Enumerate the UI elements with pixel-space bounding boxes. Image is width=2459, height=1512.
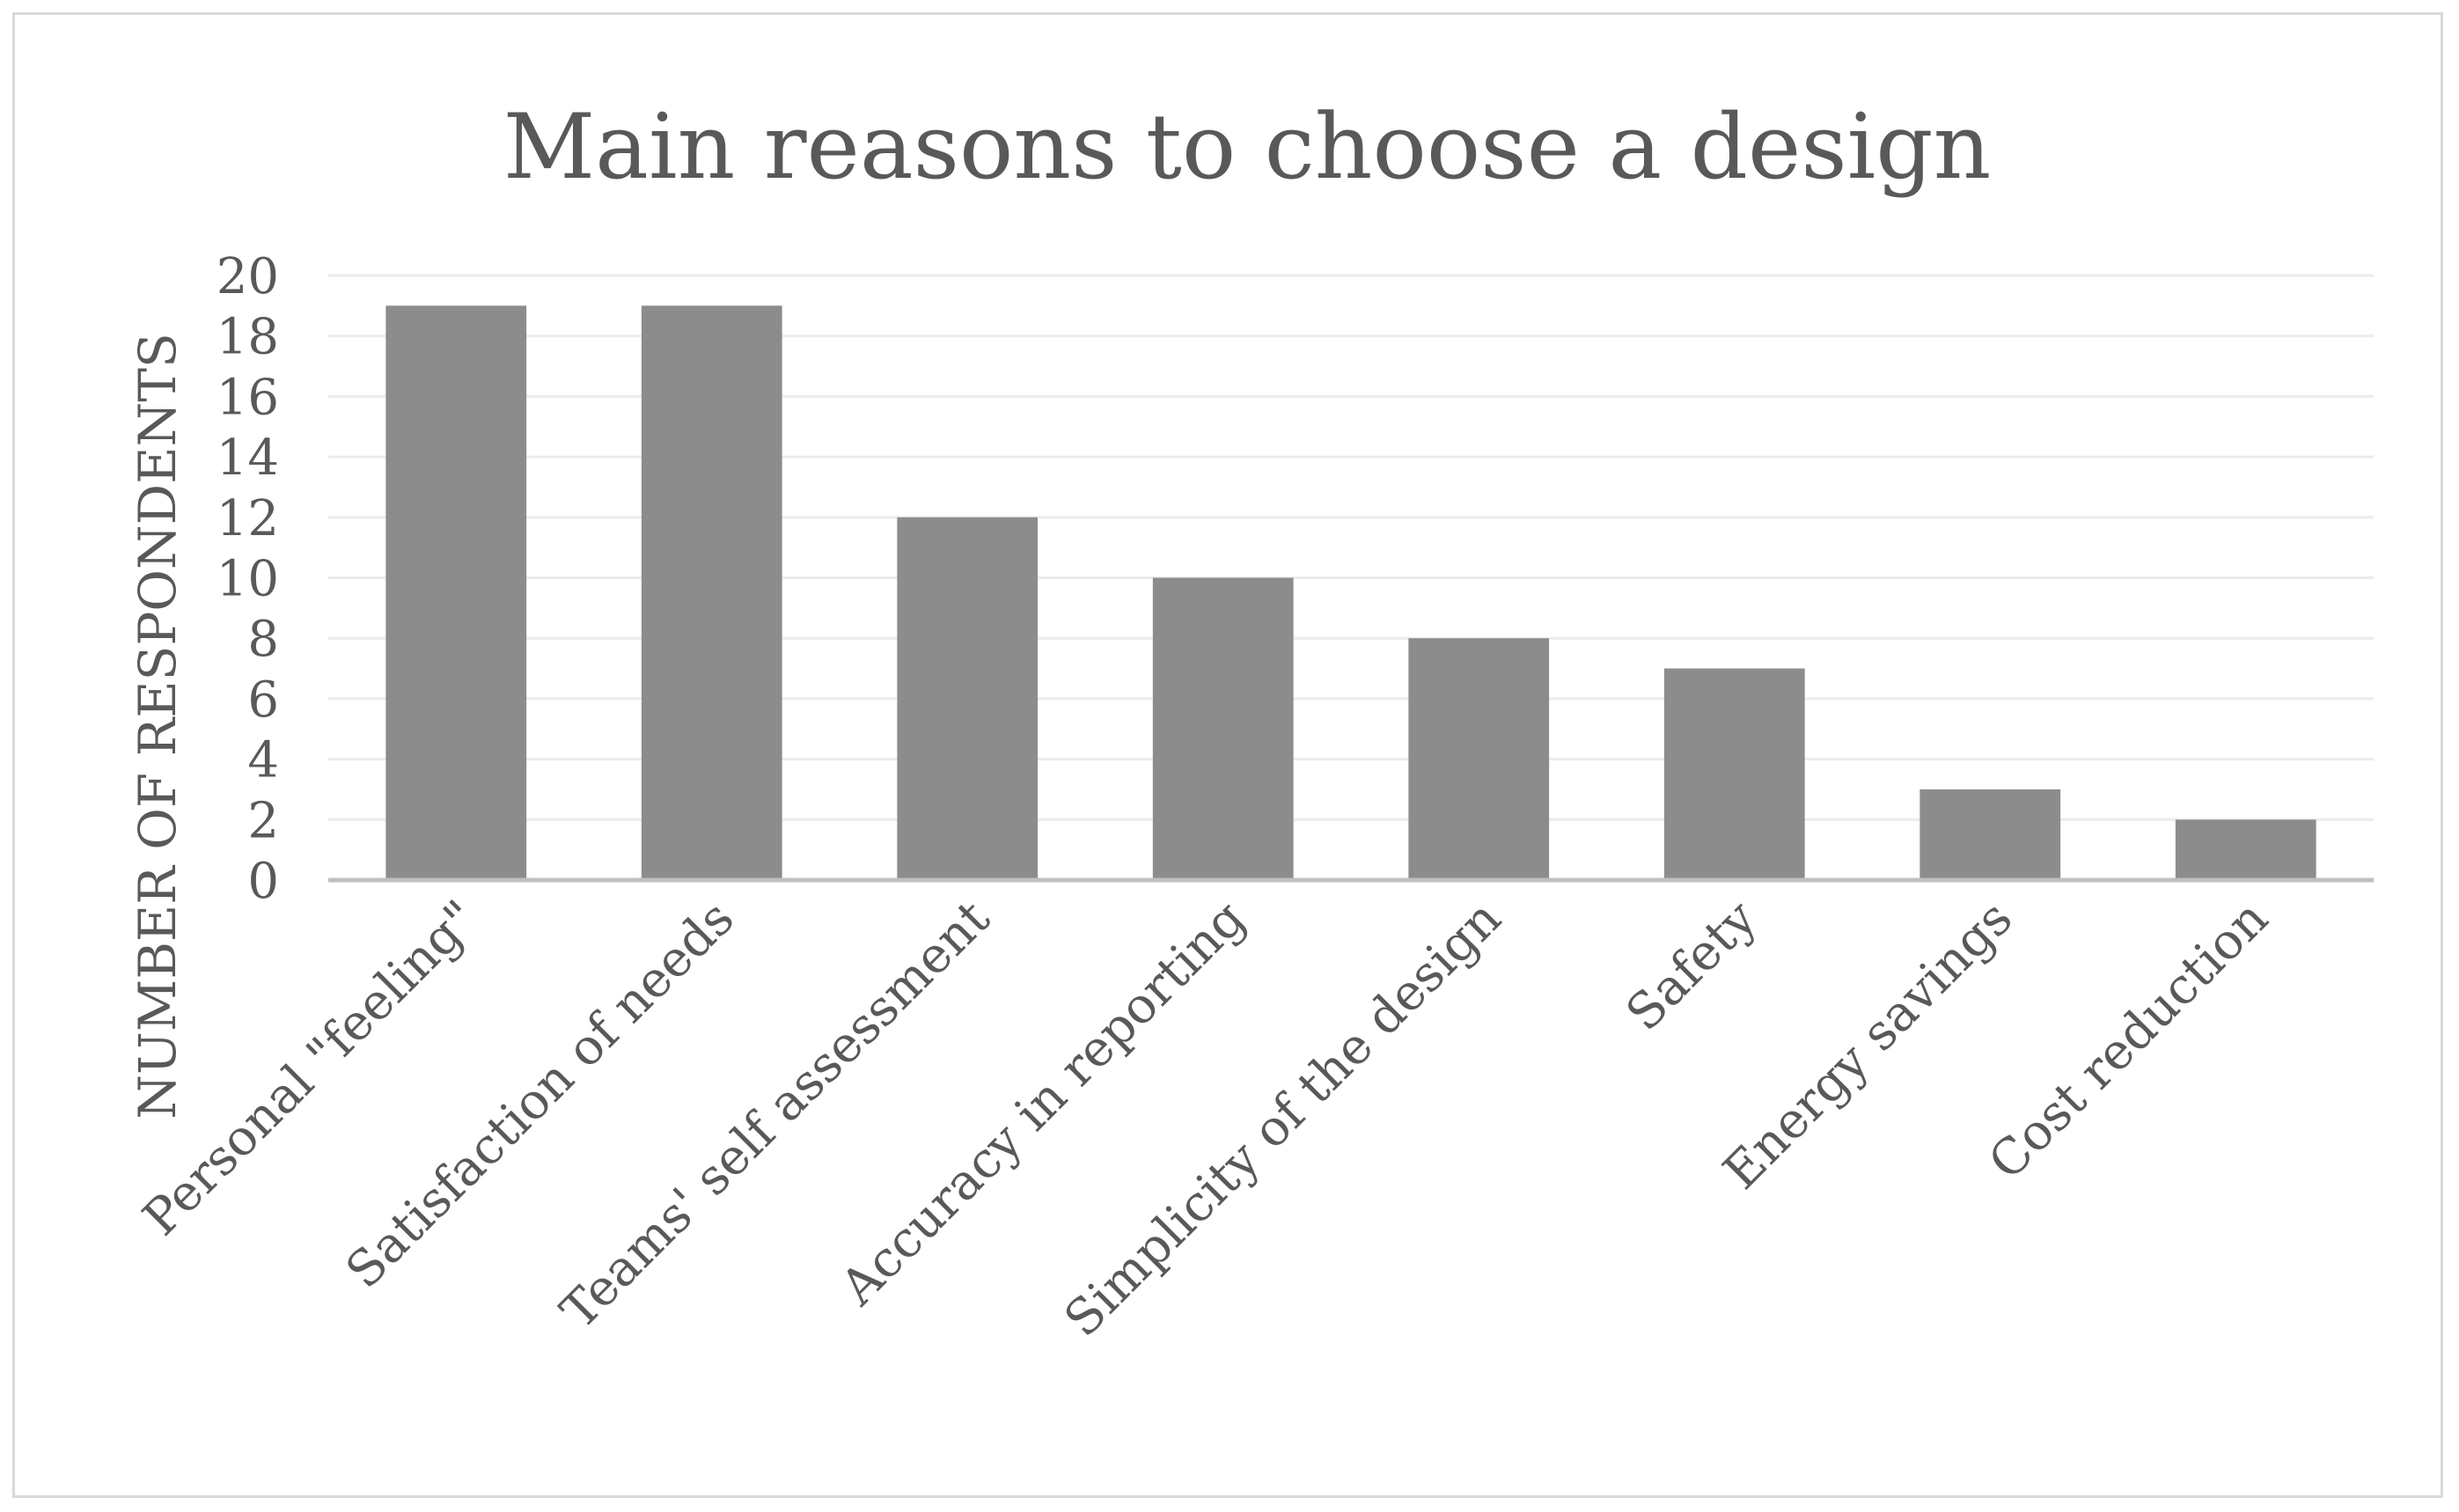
y-tick-label: 12 bbox=[217, 490, 279, 547]
bar bbox=[2175, 819, 2316, 880]
y-tick-label: 20 bbox=[217, 248, 279, 305]
bars bbox=[385, 305, 2316, 881]
category-label: Cost reduction bbox=[1978, 890, 2279, 1191]
bar bbox=[1663, 668, 1805, 880]
category-label: Simplicity of the design bbox=[1053, 890, 1512, 1348]
category-labels: Personal "feeling"Satisfaction of needsT… bbox=[132, 890, 2279, 1348]
bar bbox=[1919, 789, 2061, 880]
chart-frame: Main reasons to choose a design 0 2 4 6 8 10 1… bbox=[12, 12, 2443, 1498]
category-label: Safety bbox=[1616, 890, 1768, 1042]
bar bbox=[1152, 577, 1294, 880]
y-tick-label: 10 bbox=[217, 551, 279, 608]
category-label: Accuracy in reporting bbox=[829, 890, 1256, 1317]
category-label: Teams' self assessment bbox=[550, 890, 1001, 1340]
y-tick-label: 14 bbox=[217, 429, 279, 487]
y-tick-label: 6 bbox=[247, 672, 279, 729]
y-tick-label: 0 bbox=[247, 853, 279, 910]
y-tick-label: 2 bbox=[247, 792, 279, 849]
y-tick-label: 4 bbox=[247, 732, 279, 789]
bar-chart: Main reasons to choose a design 02468101… bbox=[128, 95, 2374, 1348]
y-tick-label: 8 bbox=[247, 611, 279, 668]
bar bbox=[641, 305, 782, 881]
bar bbox=[1408, 638, 1550, 880]
gridlines bbox=[328, 274, 2374, 821]
y-axis-label: NUMBER OF RESPONDENTS bbox=[128, 333, 187, 1119]
chart-title: Main reasons to choose a design bbox=[503, 95, 1992, 200]
bar bbox=[385, 305, 527, 881]
y-tick-label: 18 bbox=[217, 309, 279, 366]
y-tick-label: 16 bbox=[217, 369, 279, 426]
bar bbox=[897, 517, 1039, 880]
